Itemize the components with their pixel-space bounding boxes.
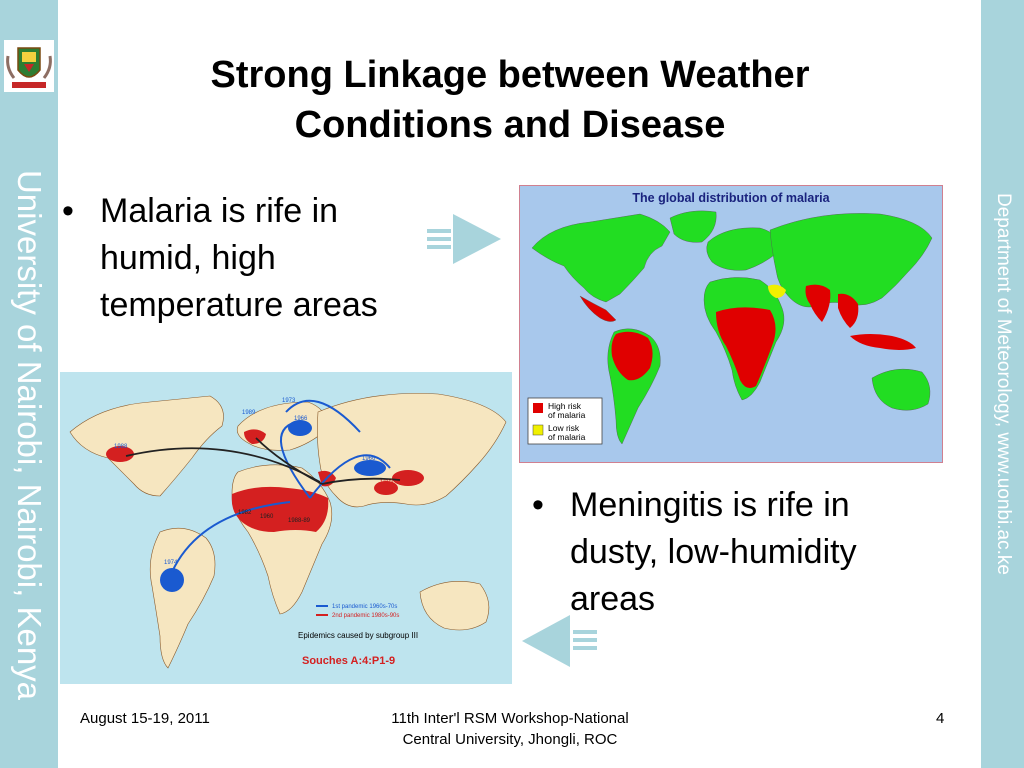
footer-event-line-2: Central University, Jhongli, ROC [402, 731, 618, 748]
year-label: 1983 [380, 480, 394, 486]
southeast-asia-high-risk-shape [838, 293, 859, 328]
legend-low-risk-line-2: of malaria [548, 432, 586, 442]
mening-south-america-shape [149, 527, 216, 669]
footer-date: August 15-19, 2011 [80, 710, 210, 727]
pandemic-line-3 [171, 501, 291, 573]
right-sidebar-band [981, 0, 1024, 768]
pandemic-line-6 [321, 477, 401, 485]
epidemic-oval-usa [106, 446, 134, 462]
legend-low-risk-line-1: Low risk [548, 423, 580, 433]
middle-east-low-risk-shape [768, 284, 786, 298]
bullet-malaria-line-3: temperature areas [100, 286, 378, 324]
year-label: 1988 [114, 444, 128, 450]
indonesia-high-risk-shape [850, 334, 916, 350]
amazon-high-risk-shape [611, 331, 653, 381]
legend-high-risk-line-2: of malaria [548, 410, 586, 420]
meningitis-map-caption: Epidemics caused by subgroup III [298, 631, 418, 640]
year-label: 1966 [362, 456, 376, 462]
title-line-1: Strong Linkage between Weather [210, 54, 810, 96]
bullet-malaria: • Malaria is rife in humid, high tempera… [62, 188, 452, 329]
meningitis-belt-shape [231, 486, 329, 532]
mening-australia-shape [419, 581, 490, 631]
page-number: 4 [936, 710, 945, 727]
legend-high-risk-line-1: High risk [548, 401, 582, 411]
left-sidebar-band [0, 0, 58, 768]
bullet-malaria-line-2: humid, high [100, 239, 276, 277]
slide-title: Strong Linkage between Weather Condition… [120, 50, 900, 150]
university-vertical-text: University of Nairobi, Nairobi, Kenya [11, 169, 48, 701]
bullet-malaria-line-1: Malaria is rife in [100, 192, 339, 230]
legend-swatch-high-risk [533, 403, 543, 413]
epidemic-oval-russia [288, 420, 312, 436]
year-label: 1960 [260, 514, 274, 520]
year-label: 1966 [294, 416, 308, 422]
pandemic-line-4 [285, 399, 361, 433]
pandemic-line-1 [309, 454, 391, 499]
arrow-right-icon [427, 214, 501, 264]
bullet-meningitis-text: Meningitis is rife in dusty, low-humidit… [570, 482, 857, 623]
europe-epidemic-shape [244, 429, 266, 444]
malaria-map-image: The global distribution of malaria High … [519, 185, 943, 463]
legend-swatch-low-risk [532, 424, 544, 436]
epidemic-oval-brazil [160, 568, 184, 592]
malaria-world-map: The global distribution of malaria High … [520, 186, 942, 462]
epidemic-oval-asia [354, 460, 386, 476]
bullet-meningitis: • Meningitis is rife in dusty, low-humid… [532, 482, 972, 623]
europe-shape [706, 227, 779, 271]
north-america-shape [531, 213, 671, 303]
bullet-meningitis-line-3: areas [570, 580, 656, 618]
greenland-shape [669, 210, 717, 243]
pandemic-line-2 [280, 421, 311, 499]
epidemic-oval-china [392, 470, 424, 486]
footer-event: 11th Inter'l RSM Workshop-National Centr… [370, 708, 650, 750]
legend-1st-pandemic: 1st pandemic 1960s-70s [332, 604, 397, 610]
meningitis-world-map: 1973 1989 1966 1988 1966 1983 1983 1974 … [60, 372, 512, 684]
africa-high-risk-shape [716, 307, 776, 388]
india-high-risk-shape [805, 284, 831, 322]
department-vertical-text: Department of Meteorology, www.uonbi.ac.… [993, 193, 1014, 575]
year-label: 1989 [242, 410, 256, 416]
mening-north-america-shape [69, 395, 224, 497]
epidemic-oval-nepal [374, 481, 398, 495]
title-line-2: Conditions and Disease [294, 104, 726, 146]
australia-shape [871, 368, 931, 411]
meningitis-strain-label: Souches A:4:P1-9 [302, 655, 395, 667]
footer-event-line-1: 11th Inter'l RSM Workshop-National [391, 710, 629, 727]
year-label: 1973 [282, 398, 296, 404]
bullet-meningitis-line-1: Meningitis is rife in [570, 486, 850, 524]
central-america-shape [579, 295, 617, 322]
bullet-meningitis-line-2: dusty, low-humidity [570, 533, 857, 571]
bullet-dot: • [532, 486, 544, 524]
year-label: 1983 [404, 472, 418, 478]
meningitis-map-image: 1973 1989 1966 1988 1966 1983 1983 1974 … [60, 372, 512, 684]
university-logo [4, 40, 54, 92]
arrow-left-icon [522, 615, 597, 667]
malaria-map-title: The global distribution of malaria [632, 191, 830, 205]
bullet-dot: • [62, 192, 74, 230]
bullet-malaria-text: Malaria is rife in humid, high temperatu… [100, 188, 378, 329]
year-label: 1974 [164, 560, 178, 566]
pandemic-line-7 [255, 437, 323, 485]
year-label: 1988-89 [288, 518, 311, 524]
legend-2nd-pandemic: 2nd pandemic 1980s-90s [332, 613, 399, 619]
year-label: 1982 [238, 510, 252, 516]
